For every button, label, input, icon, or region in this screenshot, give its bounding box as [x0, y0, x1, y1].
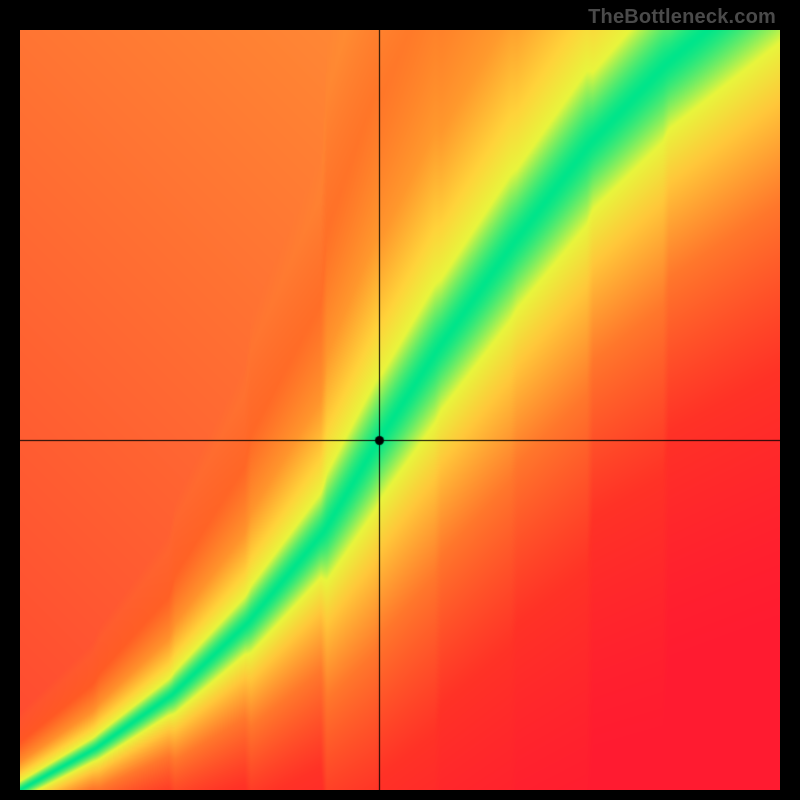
outer-frame: TheBottleneck.com — [0, 0, 800, 800]
bottleneck-heatmap-canvas — [20, 30, 780, 790]
watermark-text: TheBottleneck.com — [588, 6, 776, 29]
